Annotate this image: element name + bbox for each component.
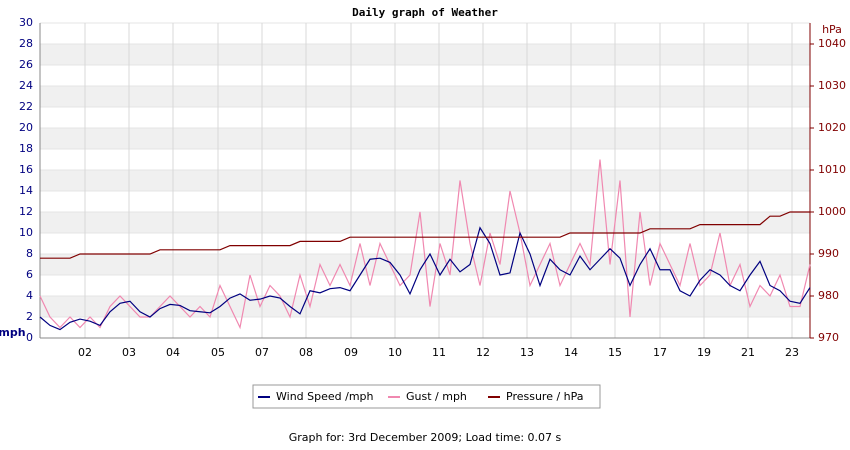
legend-label: Wind Speed /mph [276, 390, 374, 403]
x-tick-label: 11 [432, 346, 446, 359]
series-line [39, 159, 811, 330]
legend-label: Pressure / hPa [506, 390, 584, 403]
chart-title: Daily graph of Weather [352, 6, 498, 19]
grid-band [40, 128, 810, 149]
y-tick-label: 12 [19, 205, 33, 218]
y-tick-label: 16 [19, 163, 33, 176]
x-tick-label: 14 [564, 346, 578, 359]
x-tick-label: 04 [166, 346, 180, 359]
y-tick-label: 14 [19, 184, 33, 197]
x-tick-label: 12 [476, 346, 490, 359]
x-tick-label: 08 [299, 346, 313, 359]
y-tick-label: 20 [19, 121, 33, 134]
y2-tick-label: 980 [818, 289, 839, 302]
y-tick-label: 6 [26, 268, 33, 281]
y-tick-label: 18 [19, 142, 33, 155]
y-tick-label: 22 [19, 100, 33, 113]
y2-tick-label: 970 [818, 331, 839, 344]
grid-band [40, 170, 810, 191]
y-tick-label: 30 [19, 16, 33, 29]
x-tick-label: 23 [785, 346, 799, 359]
grid-band [40, 212, 810, 233]
y2-tick-label: 1040 [818, 37, 846, 50]
y-tick-label: 24 [19, 79, 33, 92]
footer: Graph for: 3rd December 2009; Load time:… [289, 431, 562, 444]
y-tick-label: 26 [19, 58, 33, 71]
y2-axis-label: hPa [822, 23, 842, 36]
x-tick-label: 17 [653, 346, 667, 359]
y2-tick-label: 1010 [818, 163, 846, 176]
y2-tick-label: 990 [818, 247, 839, 260]
x-tick-label: 02 [78, 346, 92, 359]
y2-tick-label: 1020 [818, 121, 846, 134]
grid-band [40, 86, 810, 107]
y-tick-label: 8 [26, 247, 33, 260]
x-tick-label: 05 [211, 346, 225, 359]
series-line [39, 226, 811, 331]
y-tick-label: 0 [26, 331, 33, 344]
grid-band [40, 296, 810, 317]
y-tick-label: 28 [19, 37, 33, 50]
x-tick-label: 13 [520, 346, 534, 359]
grid-band [40, 44, 810, 65]
y-axis-label: mph [0, 326, 26, 339]
x-tick-label: 21 [741, 346, 755, 359]
legend-box [252, 384, 601, 409]
x-tick-label: 07 [255, 346, 269, 359]
x-tick-label: 10 [388, 346, 402, 359]
series-line [40, 211, 810, 259]
x-tick-label: 19 [697, 346, 711, 359]
legend-label: Gust / mph [406, 390, 467, 403]
y-tick-label: 4 [26, 289, 33, 302]
x-tick-label: 03 [122, 346, 136, 359]
y2-tick-label: 1030 [818, 79, 846, 92]
y-tick-label: 10 [19, 226, 33, 239]
y2-tick-label: 1000 [818, 205, 846, 218]
y-tick-label: 2 [26, 310, 33, 323]
x-tick-label: 09 [344, 346, 358, 359]
x-tick-label: 15 [608, 346, 622, 359]
